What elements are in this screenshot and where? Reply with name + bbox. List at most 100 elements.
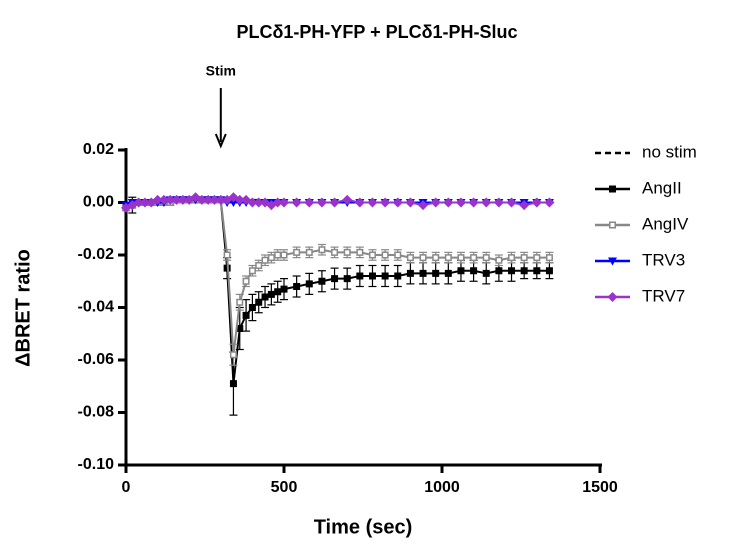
marker <box>356 248 364 256</box>
marker <box>406 269 414 277</box>
marker <box>274 251 282 259</box>
marker <box>293 283 301 290</box>
marker <box>394 251 402 259</box>
marker <box>342 194 353 205</box>
marker <box>267 254 275 262</box>
marker <box>318 246 326 254</box>
marker <box>609 221 616 229</box>
y-tick-label: -0.02 <box>78 246 115 263</box>
marker <box>236 298 244 306</box>
marker <box>493 197 504 208</box>
marker <box>316 197 327 208</box>
marker <box>255 298 263 306</box>
marker <box>432 254 440 262</box>
marker <box>318 277 326 285</box>
marker <box>419 254 427 262</box>
marker <box>356 272 364 280</box>
marker <box>261 293 269 301</box>
marker <box>519 200 530 211</box>
marker <box>468 197 479 208</box>
marker <box>405 197 416 208</box>
marker <box>430 197 441 208</box>
x-tick-label: 1500 <box>582 479 618 496</box>
marker <box>248 267 256 275</box>
marker <box>305 248 313 256</box>
marker <box>508 267 516 275</box>
legend-item: no stim <box>595 142 697 161</box>
marker <box>215 194 226 205</box>
x-axis-label: Time (sec) <box>314 516 413 538</box>
legend-label: AngIV <box>642 214 689 233</box>
marker <box>236 325 244 332</box>
marker <box>392 197 403 208</box>
marker <box>272 197 283 208</box>
marker <box>209 194 220 205</box>
marker <box>545 254 553 262</box>
marker <box>331 275 339 283</box>
marker <box>196 194 207 205</box>
marker <box>274 288 282 296</box>
marker <box>267 290 275 298</box>
marker <box>165 194 176 205</box>
marker <box>223 251 231 259</box>
marker <box>293 248 301 256</box>
marker <box>368 272 376 280</box>
marker <box>531 197 542 208</box>
legend-label: TRV3 <box>642 250 685 269</box>
marker <box>381 251 389 259</box>
marker <box>544 197 555 208</box>
legend-item: TRV3 <box>595 250 685 269</box>
marker <box>455 197 466 208</box>
annotation-text: Stim <box>206 63 236 79</box>
marker <box>481 197 492 208</box>
marker <box>380 197 391 208</box>
arrow-head <box>214 133 227 149</box>
marker <box>329 197 340 208</box>
marker <box>533 254 541 262</box>
marker <box>158 194 169 205</box>
y-tick-label: -0.10 <box>78 456 115 473</box>
x-tick-label: 0 <box>122 479 131 496</box>
marker <box>381 272 389 280</box>
marker <box>304 197 315 208</box>
marker <box>133 197 144 208</box>
marker <box>177 194 188 205</box>
marker <box>229 380 237 388</box>
marker <box>291 197 302 208</box>
marker <box>608 257 617 266</box>
legend-label: AngII <box>642 178 682 197</box>
legend-item: TRV7 <box>595 286 685 305</box>
marker <box>305 280 313 288</box>
marker <box>394 272 402 280</box>
y-tick-label: 0.00 <box>83 194 114 211</box>
marker <box>228 199 238 207</box>
y-tick-label: -0.04 <box>78 299 115 316</box>
x-tick-label: 1000 <box>424 479 460 496</box>
marker <box>495 267 503 275</box>
legend-item: AngIV <box>595 214 689 233</box>
marker <box>520 267 528 275</box>
marker <box>457 254 465 262</box>
marker <box>242 311 250 319</box>
marker <box>482 269 490 277</box>
marker <box>152 194 163 205</box>
marker <box>331 248 339 256</box>
series <box>121 192 555 213</box>
marker <box>482 254 490 262</box>
marker <box>343 248 351 256</box>
marker <box>247 197 258 208</box>
annotation-arrow <box>214 88 227 149</box>
x-tick-label: 500 <box>271 479 298 496</box>
series-line <box>125 198 550 384</box>
marker <box>419 269 427 277</box>
marker <box>280 285 288 293</box>
chart-title: PLCδ1-PH-YFP + PLCδ1-PH-Sluc <box>236 22 517 42</box>
marker <box>368 251 376 259</box>
marker <box>457 267 465 275</box>
marker <box>444 254 452 262</box>
marker <box>354 197 365 208</box>
marker <box>444 269 452 277</box>
marker <box>261 256 269 264</box>
marker <box>280 251 288 259</box>
